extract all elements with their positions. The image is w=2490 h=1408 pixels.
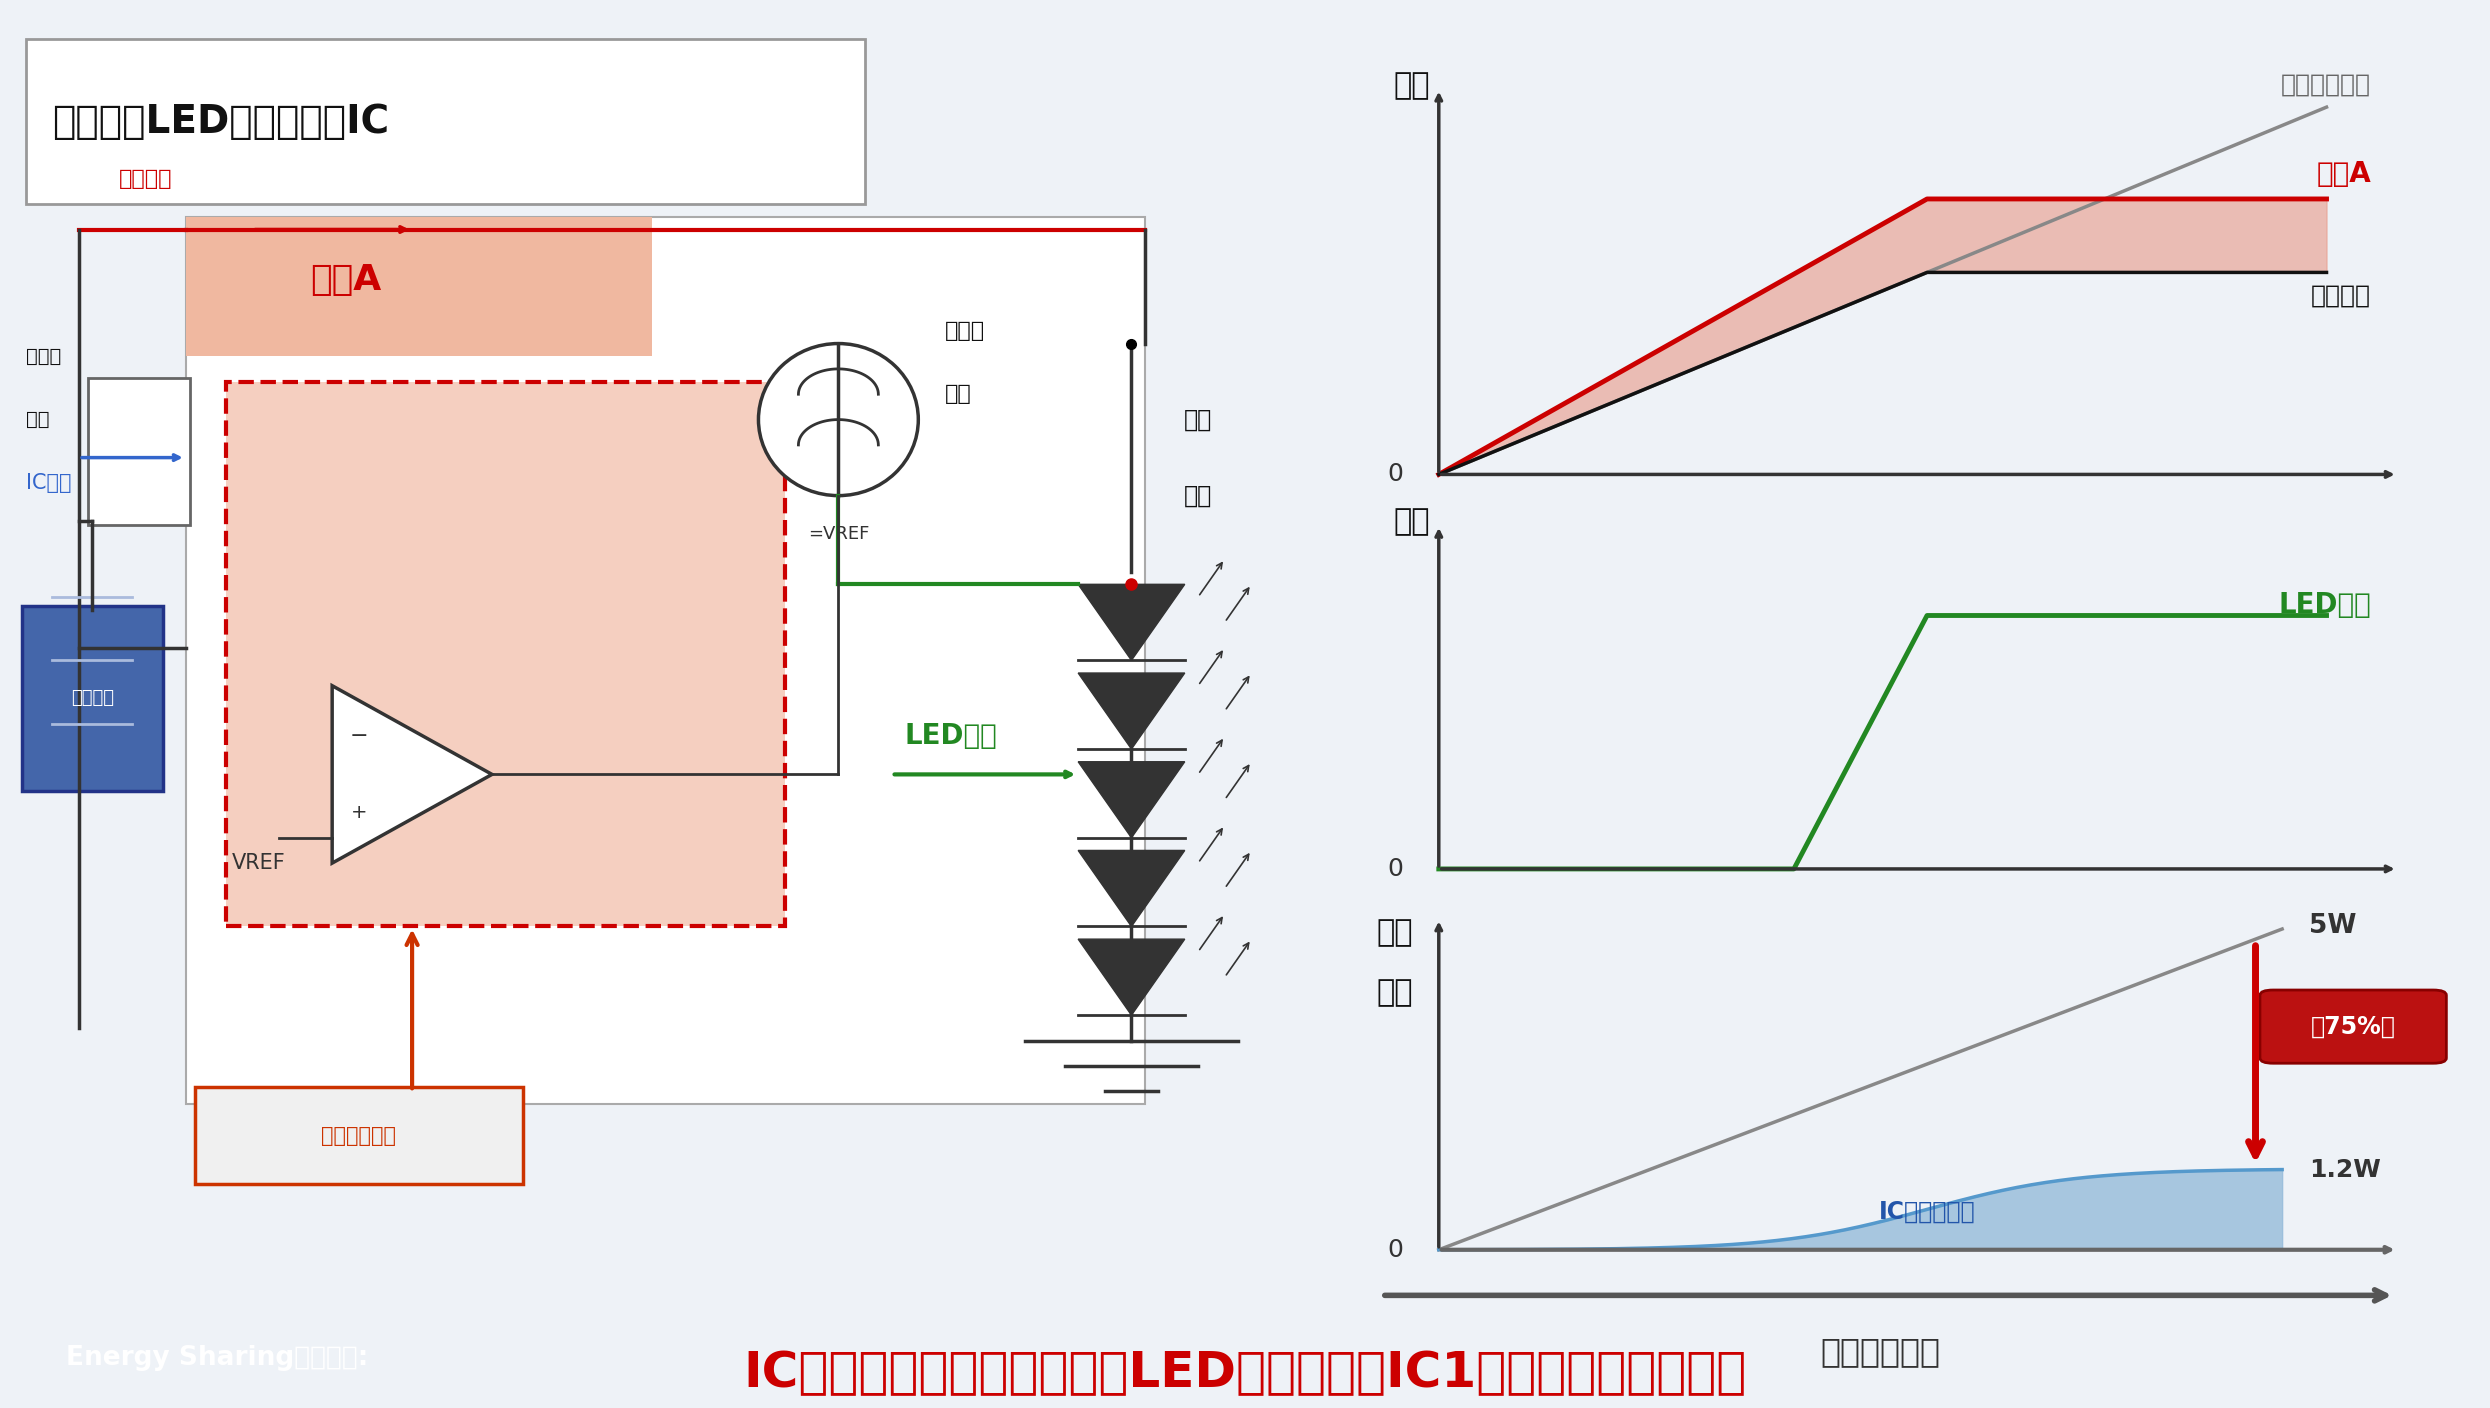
Text: Energy Sharing制御方式:: Energy Sharing制御方式: — [65, 1345, 369, 1370]
Text: 抵抗電流: 抵抗電流 — [120, 169, 172, 189]
Text: 約75%減: 約75%減 — [2311, 1015, 2395, 1039]
FancyBboxPatch shape — [25, 39, 864, 204]
Polygon shape — [1078, 673, 1185, 749]
FancyBboxPatch shape — [2261, 990, 2445, 1063]
Text: 出力端子: 出力端子 — [2311, 283, 2370, 307]
FancyBboxPatch shape — [87, 377, 189, 525]
FancyBboxPatch shape — [22, 605, 162, 791]
Polygon shape — [1078, 762, 1185, 838]
Polygon shape — [331, 686, 493, 863]
FancyBboxPatch shape — [187, 217, 652, 356]
Text: バッテリ電圧: バッテリ電圧 — [1820, 1335, 1940, 1369]
Text: バッテリ: バッテリ — [70, 690, 115, 707]
Text: 電源A: 電源A — [309, 263, 381, 297]
Text: 端子: 端子 — [1183, 483, 1213, 508]
Text: 新規ブロック: 新規ブロック — [321, 1125, 396, 1146]
Text: 消費: 消費 — [1377, 918, 1412, 948]
Text: 電圧: 電圧 — [1394, 70, 1429, 100]
Text: 電流: 電流 — [1394, 507, 1429, 536]
Text: 外付け: 外付け — [25, 346, 62, 366]
Text: 電源A: 電源A — [2316, 161, 2370, 187]
Text: ICの消費電力: ICの消費電力 — [1880, 1200, 1975, 1224]
Text: 出力: 出力 — [1183, 407, 1213, 432]
Text: 0: 0 — [1387, 462, 1404, 486]
Polygon shape — [1078, 939, 1185, 1015]
Circle shape — [759, 344, 919, 496]
Text: LED電流: LED電流 — [2278, 590, 2370, 618]
Text: +: + — [351, 803, 366, 822]
FancyBboxPatch shape — [194, 1087, 523, 1184]
Text: 電力: 電力 — [1377, 977, 1412, 1007]
Text: =VREF: =VREF — [807, 525, 869, 542]
Text: 5W: 5W — [2308, 912, 2356, 939]
Text: LED電流: LED電流 — [904, 722, 998, 750]
Polygon shape — [1078, 850, 1185, 926]
Text: −: − — [349, 727, 369, 746]
Text: 0: 0 — [1387, 1238, 1404, 1262]
Text: ローム製LEDドライバーIC: ローム製LEDドライバーIC — [52, 103, 388, 141]
Text: バッテリ電圧: バッテリ電圧 — [2281, 72, 2370, 96]
Text: 定電流: 定電流 — [946, 321, 986, 341]
FancyBboxPatch shape — [20, 1312, 1018, 1408]
FancyBboxPatch shape — [227, 382, 784, 926]
Text: ICの低消費電力化により、LEDドライバーIC1個で回路構成を実現: ICの低消費電力化により、LEDドライバーIC1個で回路構成を実現 — [745, 1349, 1745, 1397]
Text: 1.2W: 1.2W — [2308, 1157, 2380, 1181]
FancyBboxPatch shape — [187, 217, 1145, 1104]
Text: VREF: VREF — [232, 853, 286, 873]
Text: IC電流: IC電流 — [25, 473, 72, 493]
Text: 0: 0 — [1387, 857, 1404, 881]
Text: 回路: 回路 — [946, 384, 971, 404]
Text: 抵抗: 抵抗 — [25, 410, 50, 429]
Polygon shape — [1078, 584, 1185, 660]
